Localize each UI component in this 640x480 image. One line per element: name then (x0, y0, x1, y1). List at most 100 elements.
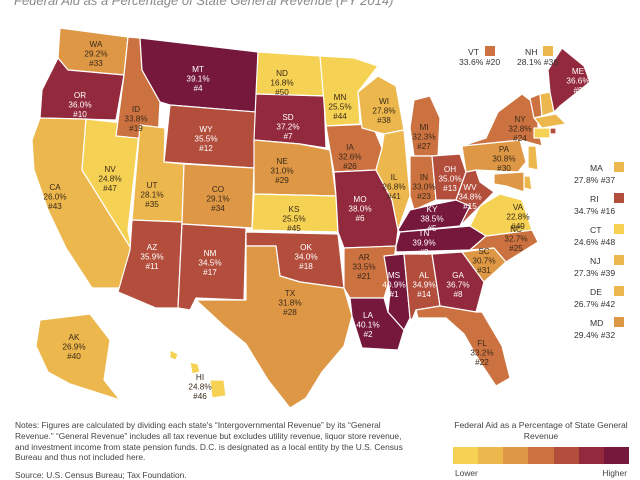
state-label-ok: OK 34.0% #18 (294, 243, 317, 271)
small-state-ri: RI 34.7% #16 (574, 191, 640, 222)
state-nd (255, 51, 325, 97)
ri-value: 34.7% #16 (574, 206, 616, 216)
state-label-wa: WA 29.2% #33 (84, 40, 107, 68)
state-il (375, 129, 411, 231)
notes-text: Notes: Figures are calculated by dividin… (15, 420, 403, 463)
state-label-ar: AR 33.5% #21 (352, 253, 375, 281)
ma-swatch (614, 162, 624, 172)
state-label-hi: HI 24.8% #46 (188, 373, 211, 401)
ma-value: 27.8% #37 (574, 175, 616, 185)
legend-title: Federal Aid as a Percentage of State Gen… (454, 420, 628, 441)
state-label-ak: AK 26.9% #40 (62, 333, 85, 361)
state-ne (253, 139, 337, 197)
de-value: 26.7% #42 (574, 299, 616, 309)
md-abbr: MD (590, 318, 604, 328)
vt-rank: #20 (485, 57, 501, 67)
state-hi (169, 349, 227, 399)
state-label-az: AZ 35.9% #11 (140, 243, 163, 271)
state-ak (35, 313, 121, 401)
small-state-md: MD 29.4% #32 (574, 315, 640, 346)
ct-abbr: CT (590, 225, 602, 235)
nj-swatch (614, 255, 624, 265)
state-label-ia: IA 32.6% #26 (338, 143, 361, 171)
state-label-sd: SD 37.2% #7 (276, 113, 299, 141)
state-label-ny: NY 32.8% #24 (508, 115, 531, 143)
state-label-ga: GA 36.7% #8 (446, 271, 469, 299)
legend-ends: Lower Higher (453, 468, 629, 480)
legend-swatch-1 (453, 447, 479, 464)
nh-key: NH 28.1% #36 (517, 46, 559, 67)
state-label-il: IL 26.8% #41 (382, 173, 405, 201)
state-label-mt: MT 39.1% #4 (186, 65, 209, 93)
de-swatch (614, 286, 624, 296)
state-ri (549, 127, 557, 135)
state-label-tn: TN 39.9% #3 (412, 229, 435, 257)
small-state-de: DE 26.7% #42 (574, 284, 640, 315)
state-label-va: VA 22.8% #49 (506, 203, 529, 231)
md-value: 29.4% #32 (574, 330, 616, 340)
nh-rank: #36 (543, 57, 559, 67)
legend-swatch-6 (578, 447, 604, 464)
de-abbr: DE (590, 287, 602, 297)
state-label-ca: CA 26.0% #43 (43, 183, 66, 211)
state-ma (533, 113, 567, 129)
state-label-mo: MO 38.0% #6 (348, 195, 371, 223)
state-label-tx: TX 31.8% #28 (278, 289, 301, 317)
state-label-wv: WV 34.8% #15 (458, 183, 481, 211)
state-de (523, 175, 533, 191)
nh-abbr: NH (525, 47, 538, 57)
state-in (409, 155, 437, 211)
state-label-ne: NE 31.0% #29 (270, 157, 293, 185)
state-label-ms: MS 40.9% #1 (382, 271, 405, 299)
ri-abbr: RI (590, 194, 599, 204)
state-label-al: AL 34.9% #14 (412, 271, 435, 299)
state-label-id: ID 33.8% #19 (124, 105, 147, 133)
state-label-nv: NV 24.8% #47 (98, 165, 121, 193)
ct-value: 24.6% #48 (574, 237, 616, 247)
legend-swatch-5 (553, 447, 579, 464)
state-la (349, 297, 405, 351)
legend-low-label: Lower (455, 468, 478, 478)
state-label-wy: WY 35.5% #12 (194, 125, 217, 153)
state-nj (527, 145, 539, 171)
state-label-la: LA 40.1% #2 (356, 311, 379, 339)
state-label-co: CO 29.1% #34 (206, 185, 229, 213)
legend-swatch-2 (478, 447, 504, 464)
state-label-mn: MN 25.5% #44 (328, 93, 351, 121)
ri-swatch (614, 193, 624, 203)
state-label-me: ME 36.6% #9 (566, 67, 589, 95)
vt-value: 33.6% (459, 57, 484, 67)
state-label-in: IN 33.0% #23 (412, 173, 435, 201)
state-ny (461, 93, 543, 147)
state-fl (415, 305, 511, 387)
state-ct (533, 127, 551, 139)
state-va (469, 193, 533, 237)
nh-swatch (543, 46, 554, 56)
small-states-key: MA 27.8% #37 RI 34.7% #16 CT 24.6% #48 NJ 27… (574, 160, 640, 346)
md-swatch (614, 317, 624, 327)
state-md (493, 171, 525, 193)
map-title: Federal Aid as a Percentage of State Gen… (14, 0, 394, 8)
state-ga (431, 251, 485, 313)
state-label-ut: UT 28.1% #35 (140, 181, 163, 209)
legend-color-bar (453, 447, 629, 464)
nj-abbr: NJ (590, 256, 601, 266)
small-state-ma: MA 27.8% #37 (574, 160, 640, 191)
legend-swatch-4 (528, 447, 554, 464)
color-legend: Federal Aid as a Percentage of State Gen… (453, 420, 629, 480)
state-me (547, 47, 591, 113)
state-label-wi: WI 27.8% #38 (372, 97, 395, 125)
small-state-ct: CT 24.6% #48 (574, 222, 640, 253)
state-label-mi: MI 32.3% #27 (412, 123, 435, 151)
source-text: Source: U.S. Census Bureau; Tax Foundati… (15, 470, 187, 480)
state-label-ky: KY 38.5% #5 (420, 205, 443, 233)
vt-swatch (484, 46, 495, 56)
legend-high-label: Higher (602, 468, 627, 478)
small-state-nj: NJ 27.3% #39 (574, 253, 640, 284)
state-label-sc: SC 30.7% #31 (472, 247, 495, 275)
state-nm (177, 223, 247, 311)
vt-abbr: VT (468, 47, 479, 57)
state-or (39, 57, 125, 121)
state-label-fl: FL 33.2% #22 (470, 339, 493, 367)
vt-key: VT 33.6% #20 (459, 46, 501, 67)
